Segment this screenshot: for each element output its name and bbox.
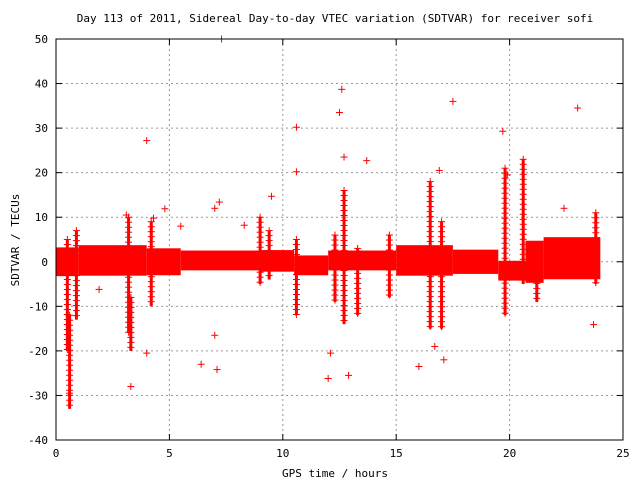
y-tick-label: -20 [28,345,48,358]
data-point [66,389,74,397]
x-tick-label: 10 [276,447,289,460]
data-point [213,366,221,374]
data-point [122,211,130,219]
y-tick-label: -40 [28,434,48,447]
data-point [363,157,371,165]
data-point [240,221,248,229]
plot-frame [55,38,624,441]
data-point [267,192,275,200]
data-point [340,316,348,324]
x-tick-label: 20 [503,447,516,460]
data-point [211,204,219,212]
data-point [66,401,74,409]
data-point [292,168,300,176]
data-point [533,294,541,302]
data-band [396,245,453,276]
x-tick-label: 5 [166,447,173,460]
data-point [501,309,509,317]
data-point [499,127,507,135]
y-tick-label: 30 [35,122,48,135]
data-point [503,171,511,179]
data-point [338,85,346,93]
y-tick-label: -10 [28,300,48,313]
data-point [95,285,103,293]
data-point [435,166,443,174]
data-point [340,153,348,161]
grid-lines [56,39,623,440]
y-tick-label: 40 [35,78,48,91]
x-axis-label: GPS time / hours [282,467,388,480]
x-tick-label: 0 [53,447,60,460]
data-band [294,255,329,276]
data-point [292,123,300,131]
data-band [452,249,499,274]
data-point [256,278,264,286]
data-point [440,356,448,364]
data-point [336,109,343,117]
data-band [180,250,261,271]
data-point [324,375,332,383]
data-point [560,204,568,212]
chart-title: Day 113 of 2011, Sidereal Day-to-day VTE… [77,12,594,25]
data-point [354,309,362,317]
data-point [143,137,151,145]
data-point [415,362,423,370]
data-point [590,321,598,329]
data-point [72,312,80,320]
x-tick-label: 25 [616,447,629,460]
data-point [265,272,273,280]
x-tick-label: 15 [390,447,403,460]
data-band [498,260,526,281]
data-point [592,279,600,287]
data-point [519,275,527,283]
data-band [543,237,601,280]
data-point [326,349,334,357]
y-tick-label: 10 [35,211,48,224]
y-tick-label: 20 [35,167,48,180]
data-point [197,360,205,368]
data-point [292,311,300,318]
data-point [438,323,446,331]
data-point [211,331,219,339]
data-point [331,296,339,304]
y-tick-label: -30 [28,389,48,402]
data-point [150,214,158,222]
data-band [260,250,295,272]
data-point [161,205,169,213]
data-points [56,35,601,409]
data-point [426,323,434,331]
data-point [177,222,185,230]
y-axis-label: SDTVAR / TECUs [9,194,22,287]
data-point [345,371,353,379]
y-tick-label: 0 [41,256,48,269]
data-point [431,342,439,350]
data-point [127,343,135,351]
data-point [385,291,393,299]
data-point [215,198,223,206]
data-point [147,298,155,306]
data-band [525,240,544,283]
y-tick-label: 50 [35,33,48,46]
data-point [574,104,582,112]
data-band [78,245,147,276]
data-point [127,383,135,391]
data-point [143,349,151,357]
data-point [449,97,457,105]
